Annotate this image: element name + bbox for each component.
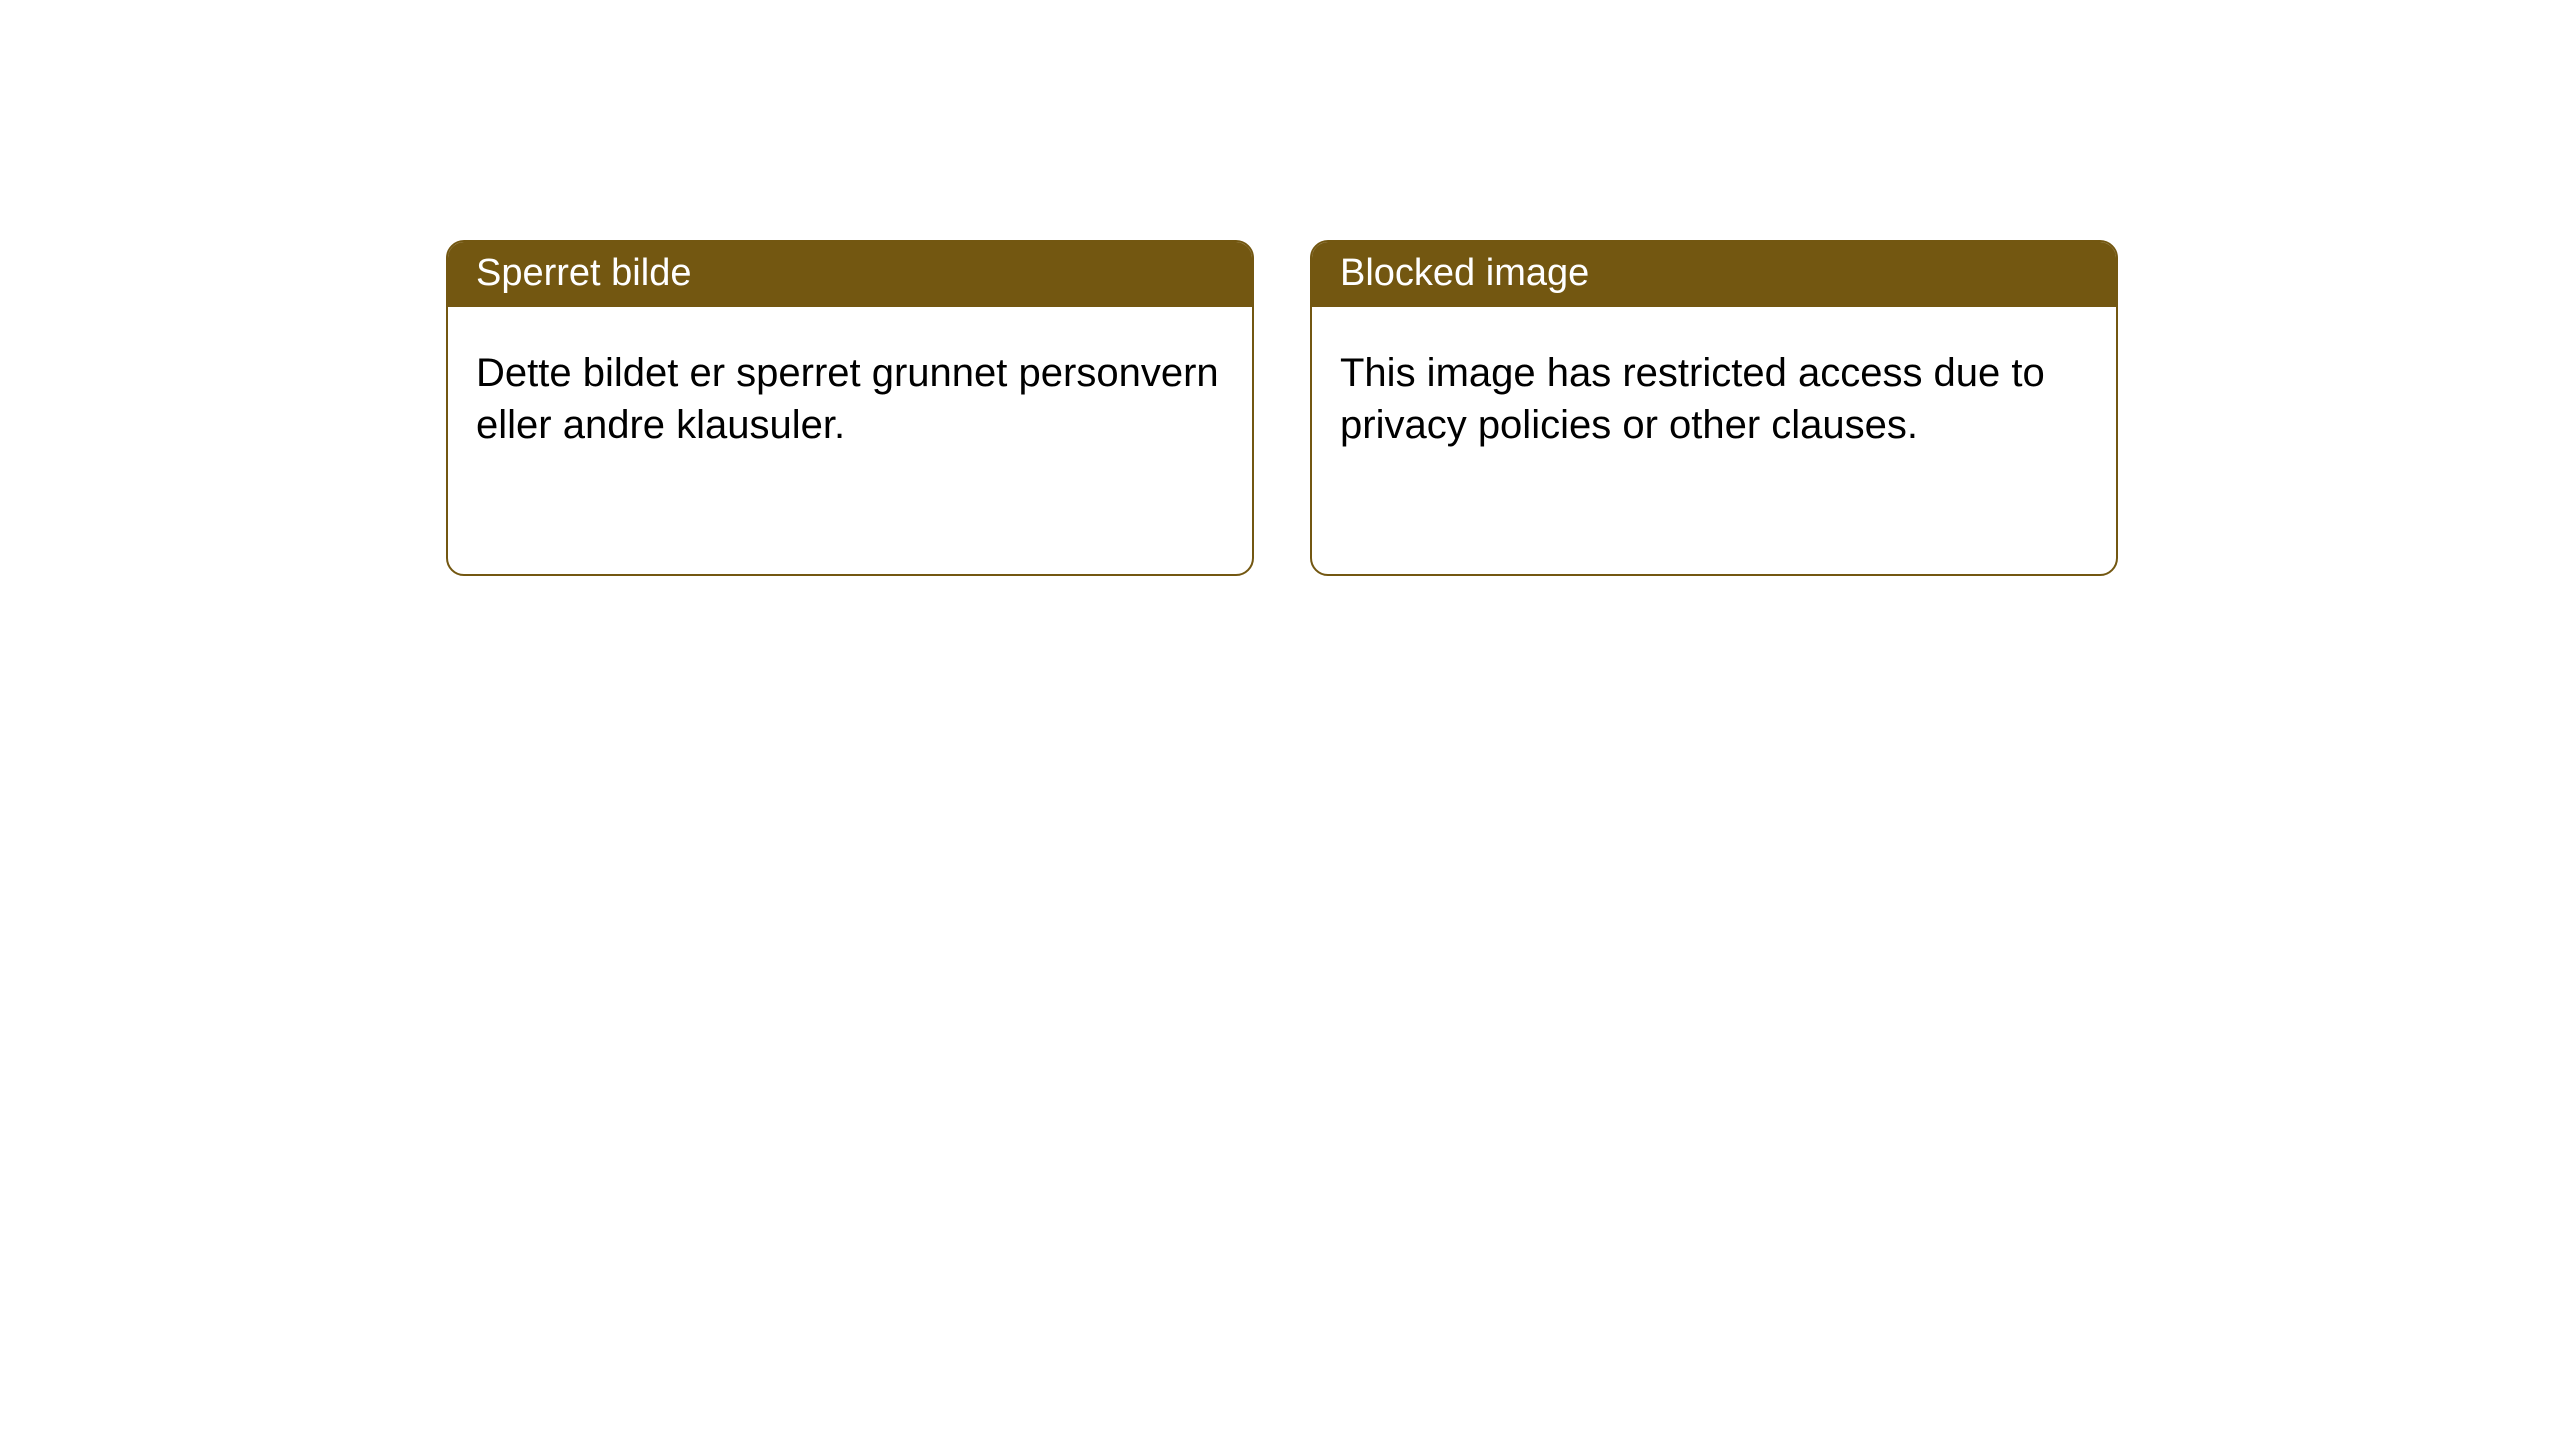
card-body: Dette bildet er sperret grunnet personve… — [448, 307, 1252, 479]
card-body-text: This image has restricted access due to … — [1340, 351, 2045, 447]
card-title: Sperret bilde — [476, 252, 691, 294]
card-header: Sperret bilde — [448, 242, 1252, 307]
card-title: Blocked image — [1340, 252, 1589, 294]
notice-cards-container: Sperret bilde Dette bildet er sperret gr… — [0, 0, 2560, 576]
card-header: Blocked image — [1312, 242, 2116, 307]
card-body: This image has restricted access due to … — [1312, 307, 2116, 479]
card-body-text: Dette bildet er sperret grunnet personve… — [476, 351, 1219, 447]
notice-card-norwegian: Sperret bilde Dette bildet er sperret gr… — [446, 240, 1254, 576]
notice-card-english: Blocked image This image has restricted … — [1310, 240, 2118, 576]
